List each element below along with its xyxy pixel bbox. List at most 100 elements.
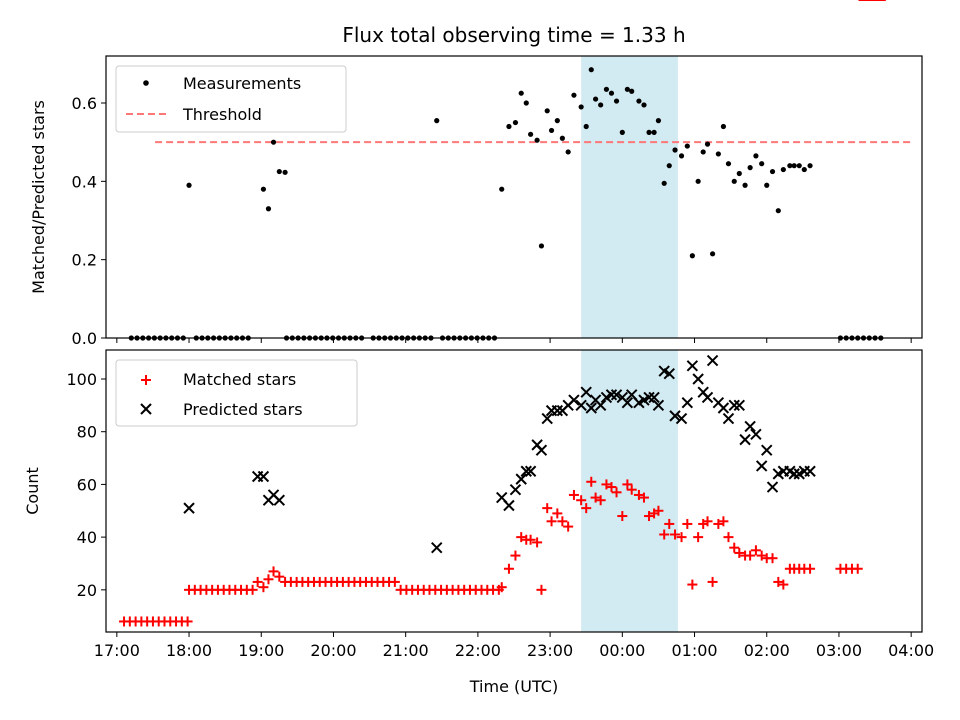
matched-star-point xyxy=(563,521,574,532)
predicted-star-point xyxy=(681,397,694,409)
matched-star-point xyxy=(542,503,553,514)
top-y-axis-label: Matched/Predicted stars xyxy=(29,100,48,294)
matched-star-point xyxy=(713,518,724,529)
measurement-point xyxy=(593,96,599,102)
measurement-point xyxy=(571,92,577,98)
matched-star-point xyxy=(496,582,507,593)
bottom-y-tick-label: 40 xyxy=(77,528,97,547)
legend-threshold-label: Threshold xyxy=(182,105,262,124)
measurement-point xyxy=(636,98,642,104)
x-tick-label: 22:00 xyxy=(455,641,501,660)
measurement-point xyxy=(523,100,529,106)
matched-star-point xyxy=(268,566,279,577)
matched-star-point xyxy=(707,576,718,587)
predicted-star-point xyxy=(273,494,286,506)
measurement-point xyxy=(619,129,625,135)
legend-matched-label: Matched stars xyxy=(183,370,296,389)
matched-star-point xyxy=(687,579,698,590)
top-observing-span xyxy=(581,56,678,338)
measurement-point xyxy=(565,149,571,155)
predicted-star-point xyxy=(717,402,730,414)
matched-star-point xyxy=(702,516,713,527)
chart-title: Flux total observing time = 1.33 h xyxy=(342,23,685,47)
matched-star-point xyxy=(773,576,784,587)
bottom-y-axis-label: Count xyxy=(23,467,42,515)
measurement-point xyxy=(646,129,652,135)
top-legend: Measurements Threshold xyxy=(115,65,347,133)
matched-star-point xyxy=(659,529,670,540)
measurement-point xyxy=(260,186,267,192)
measurement-point xyxy=(720,123,727,130)
bottom-legend-box xyxy=(115,359,358,427)
predicted-star-point xyxy=(686,360,699,372)
x-tick-label: 23:00 xyxy=(527,641,573,660)
measurement-point xyxy=(506,123,512,130)
measurement-point xyxy=(538,243,545,249)
measurement-point xyxy=(764,182,770,188)
bottom-panel: 17:00 18:00 19:00 20:00 21:00 22:00 23:00 00:00… xyxy=(23,0,934,696)
bottom-y-tick-label: 60 xyxy=(77,475,97,494)
measurement-point xyxy=(528,131,534,137)
measurement-point xyxy=(780,166,786,173)
top-panel: 0.0 0.2 0.4 0.6 Matched/Predicted stars Mea… xyxy=(29,55,923,348)
matched-star-point xyxy=(626,484,637,495)
measurement-point xyxy=(801,166,807,173)
predicted-star-point xyxy=(580,386,592,398)
predicted-star-point xyxy=(643,391,655,404)
matched-star-point xyxy=(638,492,649,503)
predicted-star-point xyxy=(692,373,704,385)
matched-star-point xyxy=(718,516,729,527)
legend-measurements-label: Measurements xyxy=(183,74,301,93)
matched-star-point xyxy=(622,479,633,490)
measurement-point xyxy=(807,163,813,169)
measurement-point xyxy=(787,163,793,169)
measurement-point xyxy=(270,139,277,145)
predicted-star-point xyxy=(431,541,443,554)
matched-star-point xyxy=(745,550,756,561)
x-tick-label: 21:00 xyxy=(383,641,429,660)
x-tick-label: 01:00 xyxy=(671,641,717,660)
matched-star-point xyxy=(516,532,527,543)
matched-star-point xyxy=(389,576,400,587)
legend-matched-marker xyxy=(141,375,151,385)
predicted-star-point xyxy=(701,391,714,404)
measurement-point xyxy=(499,186,505,192)
matched-star-point xyxy=(568,489,579,500)
x-tick-label: 02:00 xyxy=(744,641,790,660)
bottom-y-tick-label: 80 xyxy=(77,423,97,442)
measurement-point xyxy=(715,151,721,157)
measurement-point xyxy=(725,161,732,167)
matched-star-point xyxy=(606,482,617,493)
measurement-point xyxy=(655,118,662,124)
predicted-star-point xyxy=(663,368,675,380)
predicted-star-point xyxy=(739,433,751,446)
matched-star-point xyxy=(756,550,767,561)
matched-star-point xyxy=(590,492,601,503)
predicted-star-point xyxy=(648,391,660,404)
predicted-star-point xyxy=(728,399,740,412)
measurement-point xyxy=(704,141,711,147)
bottom-y-tick-label: 20 xyxy=(77,581,97,600)
matched-star-point xyxy=(557,516,568,527)
matched-star-point xyxy=(247,584,258,595)
measurement-point xyxy=(518,90,524,96)
predicted-star-point xyxy=(605,389,618,401)
matched-star-point xyxy=(723,532,734,543)
bottom-legend: Matched stars Predicted stars xyxy=(115,359,358,427)
measurement-point xyxy=(796,163,802,169)
measurement-point xyxy=(661,180,667,186)
legend-measurement-marker xyxy=(143,80,149,86)
predicted-star-point xyxy=(568,394,580,406)
predicted-star-point xyxy=(541,412,553,425)
measurement-point xyxy=(684,143,690,149)
predicted-star-point xyxy=(183,502,195,514)
predicted-star-point xyxy=(652,399,665,412)
matched-star-point xyxy=(601,479,612,490)
matched-star-point xyxy=(510,550,521,561)
matched-star-point xyxy=(252,576,263,587)
measurement-point xyxy=(629,88,635,94)
x-tick-label: 18:00 xyxy=(166,641,212,660)
measurement-point xyxy=(742,182,748,188)
matched-star-point xyxy=(734,547,745,558)
